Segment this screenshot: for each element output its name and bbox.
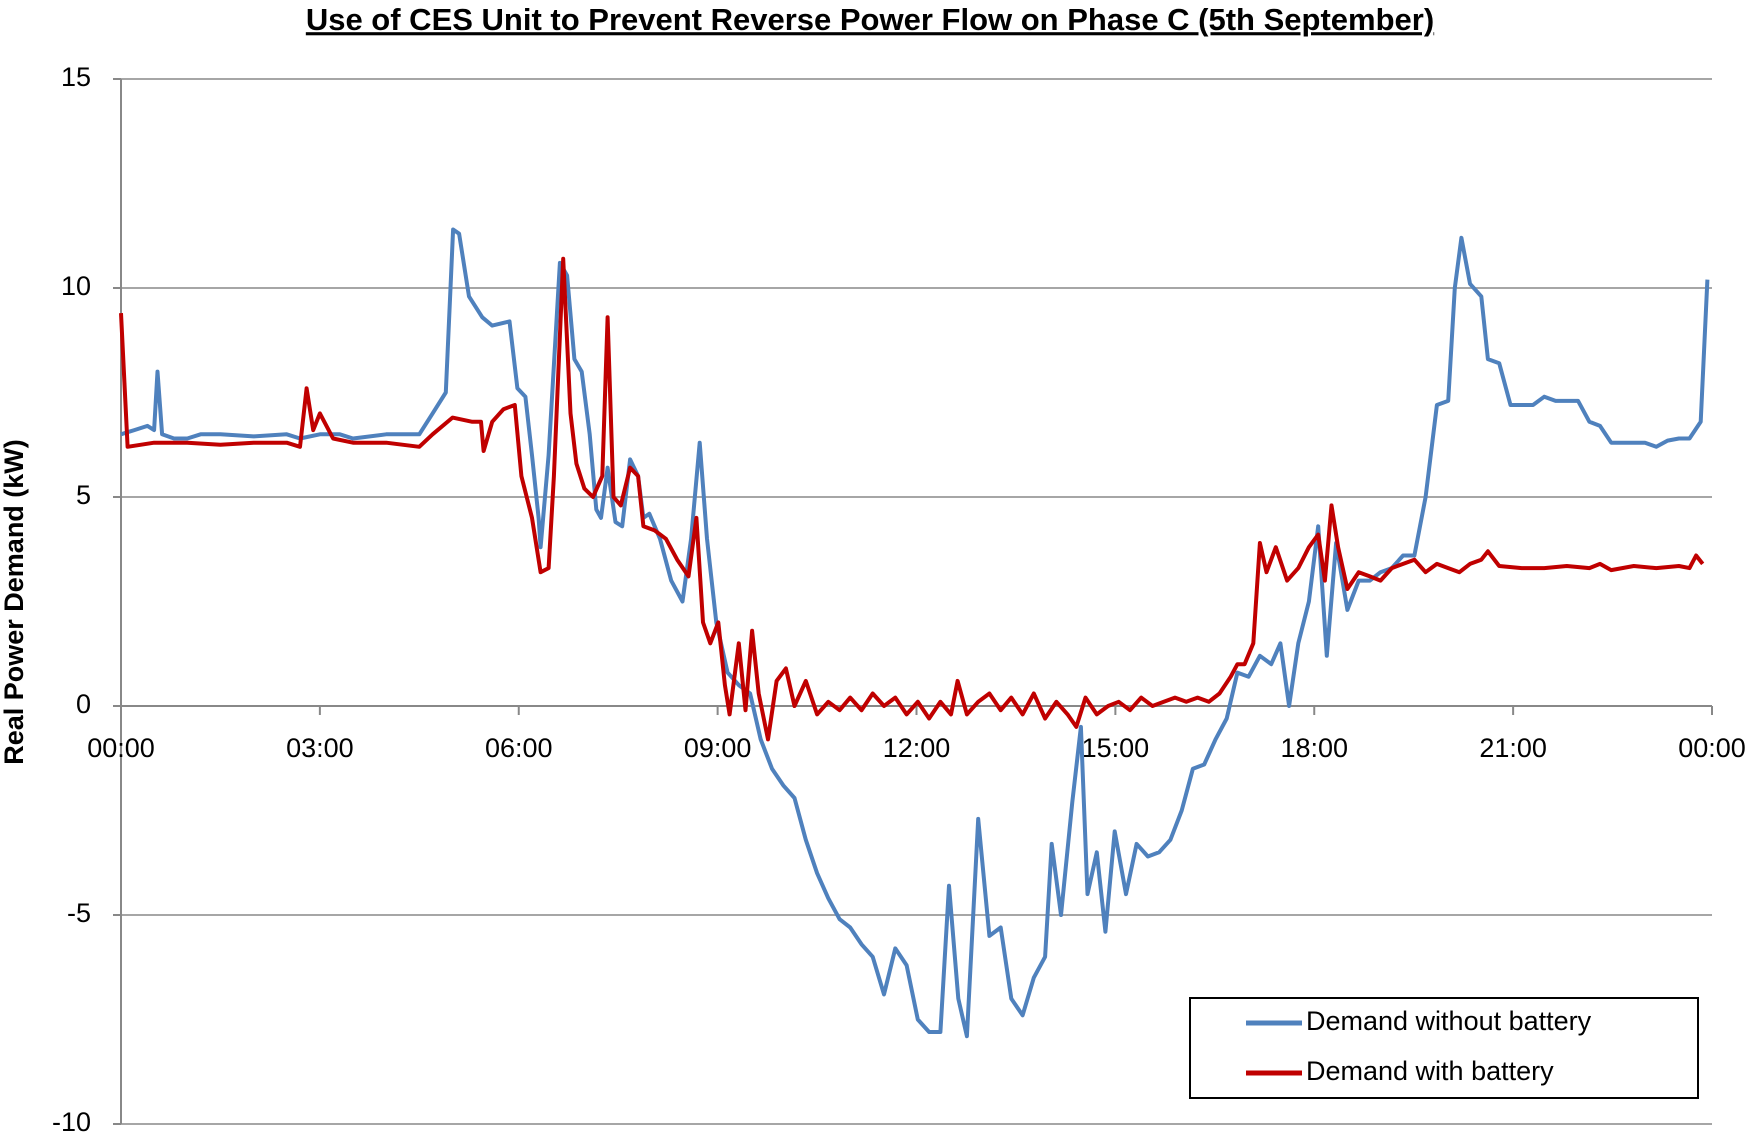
y-tick-label: 5 xyxy=(76,480,91,510)
x-tick-label: 12:00 xyxy=(883,733,951,763)
y-tick-label: 15 xyxy=(61,62,91,92)
x-tick-label: 15:00 xyxy=(1082,733,1150,763)
legend-box xyxy=(1189,997,1699,1099)
y-tick-label: 10 xyxy=(61,271,91,301)
y-axis-label: Real Power Demand (kW) xyxy=(0,439,29,765)
legend: Demand without battery Demand with batter… xyxy=(1189,997,1699,1099)
data-line xyxy=(120,227,1710,1039)
x-tick-label: 00:00 xyxy=(87,733,155,763)
y-tick-label: -10 xyxy=(52,1107,91,1137)
x-tick-label: 09:00 xyxy=(684,733,752,763)
x-tick-label: 03:00 xyxy=(286,733,354,763)
x-tick-label: 18:00 xyxy=(1280,733,1348,763)
y-tick-label: -5 xyxy=(67,898,91,928)
chart-title: Use of CES Unit to Prevent Reverse Power… xyxy=(306,2,1434,37)
data-line xyxy=(119,256,1705,742)
x-tick-label: 21:00 xyxy=(1479,733,1547,763)
x-tick-label: 06:00 xyxy=(485,733,553,763)
legend-label: Demand with battery xyxy=(1306,1056,1554,1086)
y-tick-label: 0 xyxy=(76,689,91,719)
legend-label: Demand without battery xyxy=(1306,1006,1592,1036)
x-tick-label: 00:00 xyxy=(1678,733,1746,763)
